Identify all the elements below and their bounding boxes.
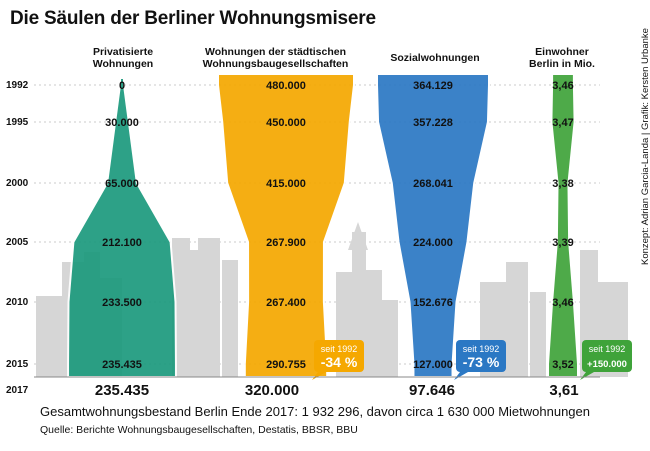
chart-title: Die Säulen der Berliner Wohnungsmisere [10, 8, 376, 29]
skyline-building-5 [188, 250, 198, 377]
badge-3 [582, 340, 632, 372]
badge-value-2: -73 % [463, 354, 500, 370]
year-label-1995: 1995 [6, 117, 29, 128]
badge-2 [456, 340, 506, 372]
year-label-2017: 2017 [6, 385, 29, 396]
value-label-1-2005: 267.900 [266, 237, 306, 249]
source-text: Quelle: Berichte Wohnungsbaugesellschaft… [40, 424, 358, 436]
value-label-1-1992: 480.000 [266, 80, 306, 92]
value-label-0-1992: 0 [119, 80, 125, 92]
badge-pointer-2 [454, 372, 468, 380]
value-label-1-1995: 450.000 [266, 117, 306, 129]
value-label-1-2015: 290.755 [266, 359, 306, 371]
value-label-2-2005: 224.000 [413, 237, 453, 249]
badge-caption-1: seit 1992 [321, 344, 358, 354]
badge-1 [314, 340, 364, 372]
badge-value-1: -34 % [321, 354, 358, 370]
skyline-building-0 [36, 296, 64, 377]
total-staedtisch: 320.000 [244, 382, 300, 399]
value-label-0-2015: 235.435 [102, 359, 142, 371]
value-label-3-2015: 3,52 [552, 359, 573, 371]
column-header-staedtisch: Wohnungen der städtischen Wohnungsbauges… [202, 46, 349, 70]
year-label-2010: 2010 [6, 297, 29, 308]
value-label-2-2000: 268.041 [413, 178, 453, 190]
total-einwohner: 3,61 [549, 382, 579, 399]
value-label-3-2000: 3,38 [552, 178, 573, 190]
badge-caption-2: seit 1992 [463, 344, 500, 354]
year-label-1992: 1992 [6, 80, 29, 91]
badge-value-3: +150.000 [587, 359, 627, 370]
badge-caption-3: seit 1992 [589, 344, 626, 354]
credit-text: Konzept: Adrian Garcia-Landa | Grafik: K… [640, 28, 650, 265]
total-sozial: 97.646 [409, 382, 455, 399]
skyline-building-7 [222, 260, 238, 377]
skyline-building-13 [506, 262, 528, 377]
value-label-3-2010: 3,46 [552, 297, 573, 309]
value-label-3-1995: 3,47 [552, 117, 573, 129]
column-header-sozial: Sozialwohnungen [390, 52, 480, 64]
year-label-2000: 2000 [6, 178, 29, 189]
value-label-0-2005: 212.100 [102, 237, 142, 249]
skyline-building-14 [530, 292, 546, 377]
skyline-spire [348, 222, 368, 250]
skyline-building-11 [380, 300, 398, 377]
badge-pointer-1 [312, 372, 326, 380]
badge-pointer-3 [580, 372, 594, 380]
value-label-1-2010: 267.400 [266, 297, 306, 309]
skyline-building-10 [360, 270, 382, 377]
year-label-2005: 2005 [6, 237, 29, 248]
value-label-3-1992: 3,46 [552, 80, 573, 92]
value-label-1-2000: 415.000 [266, 178, 306, 190]
summary-text: Gesamtwohnungsbestand Berlin Ende 2017: … [40, 404, 590, 419]
value-label-2-2015: 127.000 [413, 359, 453, 371]
value-label-2-2010: 152.676 [413, 297, 453, 309]
skyline-building-6 [198, 238, 220, 377]
value-label-3-2005: 3,39 [552, 237, 573, 249]
column-header-einwohner: Einwohner Berlin in Mio. [529, 46, 595, 70]
year-label-2015: 2015 [6, 359, 29, 370]
value-label-0-1995: 30.000 [105, 117, 139, 129]
value-label-2-1995: 357.228 [413, 117, 453, 129]
value-label-0-2000: 65.000 [105, 178, 139, 190]
total-private: 235.435 [94, 382, 150, 399]
value-label-0-2010: 233.500 [102, 297, 142, 309]
value-label-2-1992: 364.129 [413, 80, 453, 92]
column-header-private: Privatisierte Wohnungen [92, 46, 154, 70]
